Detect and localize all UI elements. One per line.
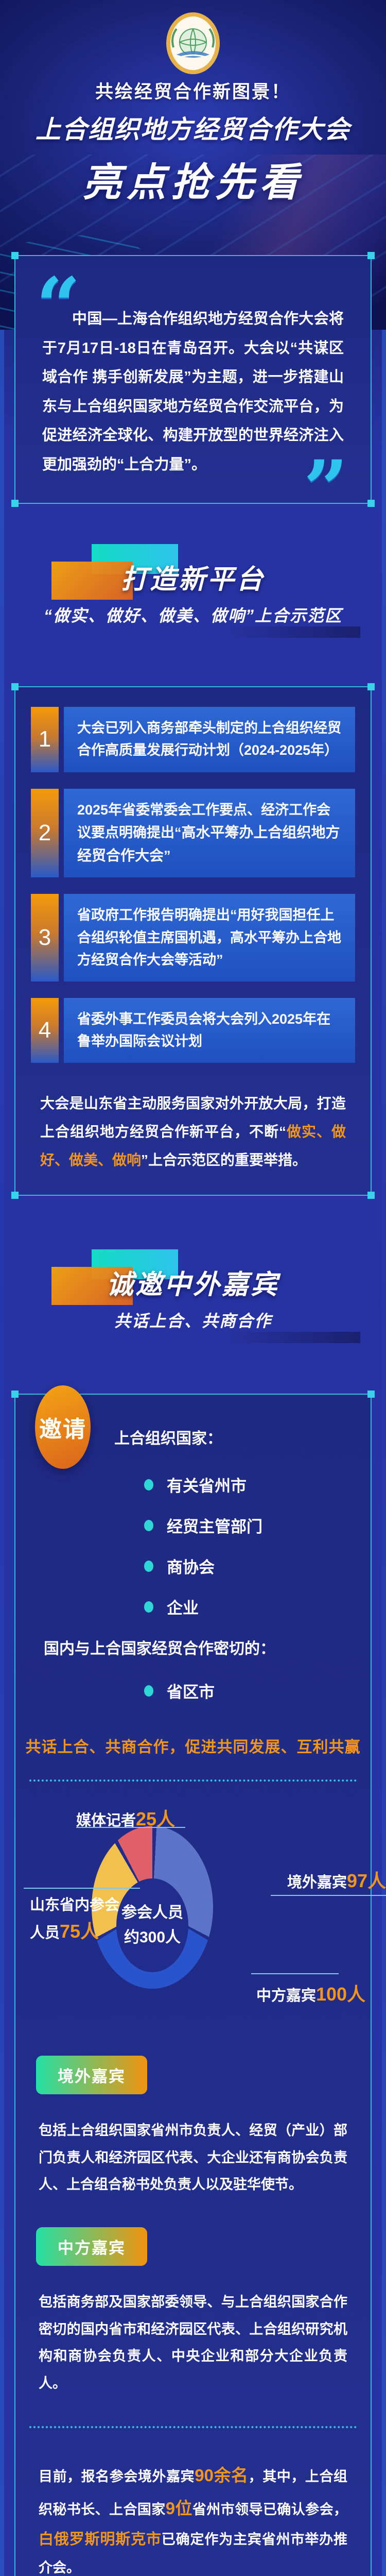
callout-line: [76, 1827, 185, 1828]
corner-marker: [11, 500, 19, 507]
bullet-dot-icon: [144, 1685, 153, 1697]
item-text: 2025年省委常委会工作要点、经济工作会议要点明确提出“高水平筹办上合组织地方经…: [64, 788, 355, 878]
corner-marker: [367, 1391, 375, 1398]
guests-panel: 邀请 上合组织国家： 有关省州市 经贸主管部门 商协会 企业 国内与上合国家经贸…: [11, 1385, 386, 2576]
domestic-list: 省区市: [15, 1679, 371, 1702]
corner-marker: [367, 252, 375, 259]
list-item: 企业: [144, 1595, 371, 1618]
chart-label-china: 中方嘉宾100人: [256, 1984, 366, 2005]
group-heading-domestic: 国内与上合国家经贸合作密切的：: [44, 1640, 275, 1658]
callout-line: [24, 1888, 140, 1889]
sco-emblem-logo: [165, 11, 221, 78]
group-heading-sco-countries: 上合组织国家：: [114, 1430, 222, 1448]
bullet-dot-icon: [144, 1601, 153, 1613]
list-item: 商协会: [144, 1554, 371, 1578]
item-text: 大会已列入商务部牵头制定的上合组织经贸合作高质量发展行动计划（2024-2025…: [64, 707, 355, 772]
platform-summary: 大会是山东省主动服务国家对外开放大局，打造上合组织地方经贸合作新平台，不断“做实…: [40, 1095, 346, 1168]
list-item: 经贸主管部门: [144, 1514, 371, 1537]
chinese-guests-badge: 中方嘉宾: [36, 2227, 147, 2266]
corner-marker: [367, 1192, 375, 1199]
section-subtitle: 共话上合、共商合作: [114, 1312, 272, 1331]
platform-points-panel: 1 大会已列入商务部牵头制定的上合组织经贸合作高质量发展行动计划（2024-20…: [11, 683, 375, 1199]
list-item: 省区市: [144, 1679, 371, 1702]
chart-label-media: 媒体记者25人: [76, 1808, 176, 1830]
chinese-guests-text: 包括商务部及国家部委领导、与上合组织国家合作密切的国内省市和经济园区代表、上合组…: [39, 2294, 347, 2391]
item-number: 4: [31, 998, 59, 1063]
sco-countries-list: 有关省州市 经贸主管部门 商协会 企业: [15, 1473, 371, 1618]
numbered-item-1: 1 大会已列入商务部牵头制定的上合组织经贸合作高质量发展行动计划（2024-20…: [31, 707, 355, 772]
corner-marker: [11, 1192, 19, 1199]
item-number: 2: [31, 788, 59, 878]
numbered-item-4: 4 省委外事工作委员会将大会列入2025年在鲁举办国际会议计划: [31, 998, 355, 1063]
orange-block-decoration: [51, 562, 133, 600]
section-title: 诚邀中外嘉宾: [106, 1270, 279, 1300]
page-title: 上合组织地方经贸合作大会: [35, 116, 350, 144]
item-number: 3: [31, 894, 59, 981]
dark-streak-decoration: [221, 1332, 360, 1344]
section-title: 打造新平台: [120, 565, 265, 595]
hero-subtitle-calligraphy: 亮点抢先看: [82, 159, 304, 205]
signup-status-text: 目前，报名参会境外嘉宾90余名，其中，上合组织秘书长、上合国家9位省州市领导已确…: [39, 2465, 348, 2575]
item-text: 省政府工作报告明确提出“用好我国担任上合组织轮值主席国机遇，高水平筹办上合地方经…: [64, 894, 355, 981]
bullet-dot-icon: [144, 1560, 153, 1572]
close-quote-icon: ”: [303, 444, 348, 535]
callout-line: [251, 1973, 339, 1975]
overseas-guests-badge: 境外嘉宾: [36, 2056, 147, 2095]
intro-paragraph: 中国—上海合作组织地方经贸合作大会将于7月17日-18日在青岛召开。大会以“共谋…: [42, 311, 344, 473]
chart-label-shandong: 山东省内参会 人员75人: [30, 1897, 120, 1942]
numbered-item-2: 2 2025年省委常委会工作要点、经济工作会议要点明确提出“高水平筹办上合组织地…: [31, 788, 355, 878]
dotted-divider: [29, 1780, 357, 1782]
attendees-donut-chart: 参会人员 约300人 媒体记者25人 境外嘉宾97人 山东省内参会 人员75人 中…: [15, 1800, 386, 2027]
item-number: 1: [31, 707, 59, 772]
invite-label-badge: 邀请: [35, 1385, 91, 1469]
section-header-new-platform: 打造新平台 “做实、做好、做美、做响”上合示范区: [0, 540, 386, 659]
corner-marker: [11, 1391, 19, 1398]
chart-label-overseas: 境外嘉宾97人: [287, 1870, 386, 1892]
dotted-divider: [29, 2426, 357, 2428]
cooperation-slogan: 共话上合、共商合作，促进共同发展、互利共赢: [25, 1739, 361, 1756]
intro-quote-panel: “ 中国—上海合作组织地方经贸合作大会将于7月17日-18日在青岛召开。大会以“…: [11, 252, 375, 528]
overseas-guests-text: 包括上合组织国家省州市负责人、经贸（产业）部门负责人和经济园区代表、大企业还有商…: [39, 2123, 347, 2193]
corner-marker: [367, 683, 375, 691]
item-text: 省委外事工作委员会将大会列入2025年在鲁举办国际会议计划: [64, 998, 355, 1063]
donut-center-label: 参会人员 约300人: [116, 1878, 188, 1973]
numbered-item-3: 3 省政府工作报告明确提出“用好我国担任上合组织轮值主席国机遇，高水平筹办上合地…: [31, 894, 355, 981]
hero-kicker: 共绘经贸合作新图景！: [95, 82, 291, 102]
orange-block-decoration: [51, 1267, 133, 1306]
callout-line: [271, 1895, 386, 1896]
list-item: 有关省州市: [144, 1473, 371, 1496]
corner-marker: [367, 500, 375, 507]
corner-marker: [11, 683, 19, 691]
open-quote-icon: “: [36, 261, 81, 351]
section-subtitle: “做实、做好、做美、做响”上合示范区: [43, 606, 342, 625]
section-header-invite-guests: 诚邀中外嘉宾 共话上合、共商合作: [0, 1245, 386, 1365]
bullet-dot-icon: [144, 1519, 153, 1531]
bullet-dot-icon: [144, 1479, 153, 1490]
corner-marker: [11, 252, 19, 259]
dark-streak-decoration: [221, 626, 360, 638]
